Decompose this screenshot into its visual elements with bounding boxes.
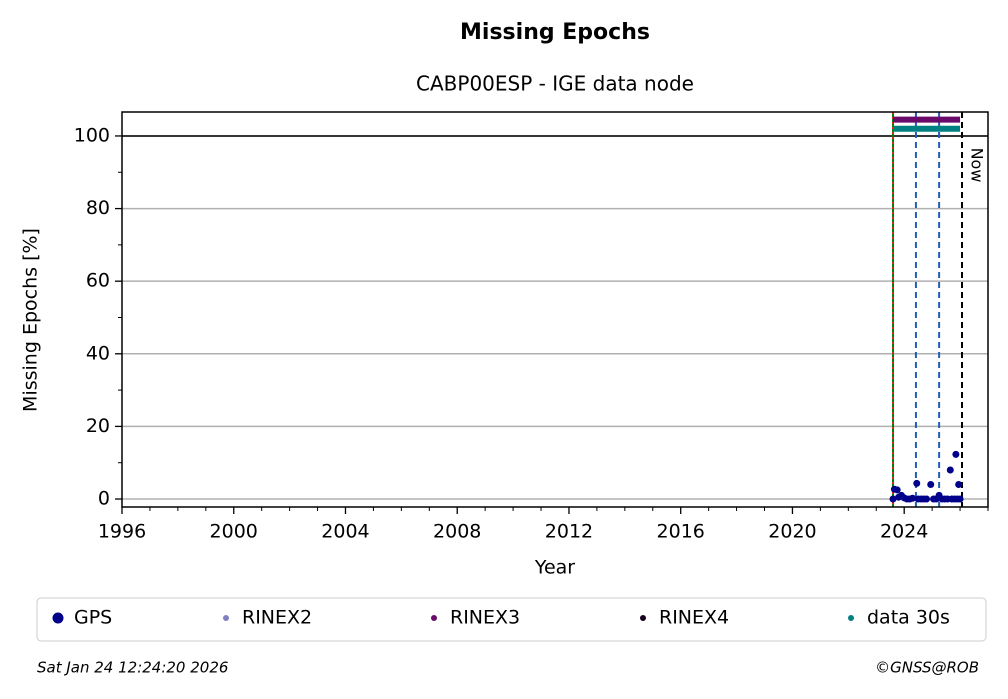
- y-tick-label: 20: [86, 415, 110, 437]
- y-tick-label: 40: [86, 342, 110, 364]
- legend-marker: [640, 615, 646, 621]
- legend-label: RINEX3: [450, 607, 520, 629]
- x-tick-label: 2004: [321, 521, 369, 543]
- legend-marker: [223, 615, 229, 621]
- y-tick-label: 100: [74, 124, 110, 146]
- data-point: [952, 450, 960, 458]
- x-tick-label: 2020: [768, 521, 816, 543]
- y-tick-label: 80: [86, 197, 110, 219]
- data-point: [913, 479, 921, 487]
- data-point: [956, 495, 964, 503]
- annotation: Now: [968, 148, 987, 183]
- data-point: [955, 480, 963, 488]
- legend-marker: [848, 615, 854, 621]
- y-axis-label: Missing Epochs [%]: [20, 228, 42, 412]
- data-point: [909, 494, 917, 502]
- x-tick-label: 2016: [657, 521, 705, 543]
- legend-label: GPS: [74, 607, 112, 629]
- y-tick-label: 60: [86, 270, 110, 292]
- data-point: [927, 480, 935, 488]
- x-tick-label: 2008: [433, 521, 481, 543]
- data-point: [893, 486, 901, 494]
- data-point: [889, 495, 897, 503]
- y-tick-label: 0: [98, 488, 110, 510]
- legend-box: [36, 597, 987, 642]
- x-tick-label: 2024: [880, 521, 928, 543]
- plot-frame: [121, 111, 989, 508]
- data-point: [923, 495, 931, 503]
- legend-marker: [431, 615, 437, 621]
- legend-label: RINEX4: [659, 607, 729, 629]
- chart-title: Missing Epochs: [460, 20, 650, 45]
- legend-label: data 30s: [867, 607, 950, 629]
- x-tick-label: 1996: [98, 521, 146, 543]
- legend-marker: [52, 612, 64, 624]
- footer-date: Sat Jan 24 12:24:20 2026: [37, 659, 228, 677]
- legend-label: RINEX2: [242, 607, 312, 629]
- x-axis-label: Year: [534, 557, 575, 579]
- x-tick-label: 2012: [545, 521, 593, 543]
- data-point: [946, 466, 954, 474]
- chart-subtitle: CABP00ESP - IGE data node: [416, 72, 694, 96]
- x-tick-label: 2000: [210, 521, 258, 543]
- footer-credit: ©GNSS@ROB: [875, 659, 979, 677]
